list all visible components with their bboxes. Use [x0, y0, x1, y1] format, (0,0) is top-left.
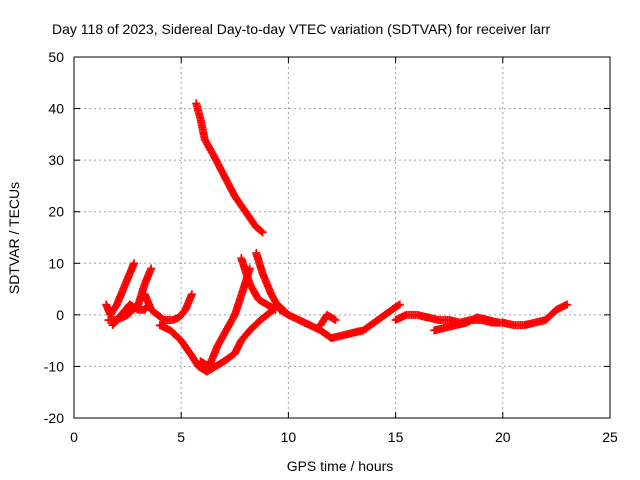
- data-point: [563, 300, 572, 309]
- x-tick-label: 15: [388, 429, 404, 445]
- x-tick-label: 0: [70, 429, 78, 445]
- data-point: [394, 301, 403, 310]
- data-point: [257, 227, 266, 236]
- y-tick-label: 0: [56, 307, 64, 323]
- series-arc-3: [108, 300, 154, 330]
- series-arc-4: [140, 290, 196, 325]
- x-tick-label: 25: [602, 429, 618, 445]
- x-tick-label: 20: [495, 429, 511, 445]
- x-tick-label: 5: [177, 429, 185, 445]
- chart-title: Day 118 of 2023, Sidereal Day-to-day VTE…: [52, 21, 551, 37]
- data-points: [102, 99, 572, 376]
- y-tick-label: -10: [44, 358, 64, 374]
- data-point: [187, 290, 196, 299]
- series-arc-6: [192, 99, 267, 237]
- grid-lines: [74, 57, 610, 418]
- data-point: [330, 315, 339, 324]
- series-arc-11: [316, 310, 340, 330]
- y-tick-label: 20: [48, 204, 64, 220]
- data-point: [130, 259, 139, 268]
- series-arc-5: [155, 305, 278, 376]
- series-arc-13: [430, 313, 503, 335]
- y-tick-label: 50: [48, 49, 64, 65]
- axis-ticks: [73, 56, 611, 419]
- x-tick-label: 10: [281, 429, 297, 445]
- plot-frame: [73, 56, 611, 419]
- data-point: [147, 264, 156, 273]
- y-tick-label: 10: [48, 255, 64, 271]
- tick-labels: 0 5 10 15 20 25 -20 -10 0 10 20 30 40 50: [44, 49, 618, 445]
- y-tick-label: 40: [48, 101, 64, 117]
- y-tick-label: -20: [44, 410, 64, 426]
- data-point: [395, 300, 404, 309]
- x-axis-label: GPS time / hours: [287, 458, 394, 474]
- series-arc-10: [273, 300, 404, 343]
- data-point: [494, 318, 503, 327]
- y-axis-label: SDTVAR / TECUs: [6, 182, 22, 294]
- data-point: [258, 228, 267, 237]
- series-arc-12: [391, 300, 572, 330]
- series-arc-1: [102, 259, 139, 319]
- y-tick-label: 30: [48, 152, 64, 168]
- data-point: [331, 316, 340, 325]
- series-arc-7: [196, 264, 254, 371]
